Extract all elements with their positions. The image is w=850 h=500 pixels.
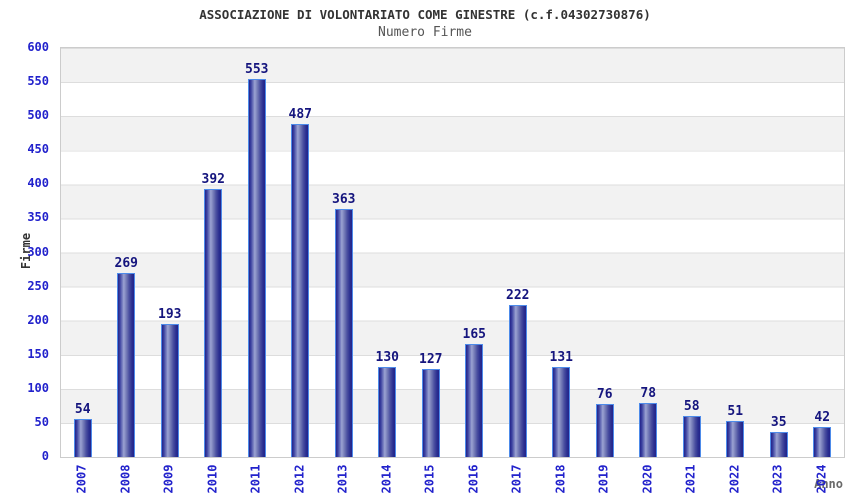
bar	[813, 427, 832, 457]
bar	[378, 367, 397, 457]
y-tick-label: 400	[27, 176, 49, 191]
bar-value-label: 54	[74, 402, 91, 418]
bar-value-label: 131	[549, 349, 573, 365]
bar-value-label: 51	[727, 404, 744, 420]
bar-value-label: 127	[419, 352, 443, 368]
bar	[726, 421, 745, 457]
bar	[508, 304, 527, 457]
bar	[117, 272, 136, 457]
chart-title: ASSOCIAZIONE DI VOLONTARIATO COME GINEST…	[199, 7, 651, 22]
y-tick-label: 250	[27, 278, 49, 293]
bar	[160, 324, 179, 457]
x-tick-label: 2015	[422, 464, 437, 494]
bar-value-label: 78	[640, 385, 657, 401]
x-tick-label: 2009	[161, 464, 176, 494]
x-tick-label: 2007	[74, 464, 89, 494]
bar	[552, 366, 571, 457]
bar-value-label: 269	[114, 255, 138, 271]
bar-value-label: 193	[158, 307, 182, 323]
bar-value-label: 165	[462, 326, 486, 342]
x-tick-label: 2018	[553, 464, 568, 494]
x-tick-label: 2014	[379, 464, 394, 494]
plot-area: 54 269 193 392 553 487 363 130 127 165 222 131 76 78 5…	[60, 47, 845, 458]
x-tick-label: 2021	[683, 464, 698, 494]
x-tick-label: 2016	[466, 464, 481, 494]
bar	[769, 432, 788, 457]
x-tick-label: 2019	[596, 464, 611, 494]
y-tick-label: 300	[27, 244, 49, 259]
x-tick-label: 2010	[205, 464, 220, 494]
y-tick-label: 50	[34, 414, 49, 429]
y-tick-label: 550	[27, 74, 49, 89]
bar-value-label: 553	[245, 62, 269, 78]
bar	[465, 343, 484, 457]
bar	[73, 419, 92, 457]
bar	[204, 188, 223, 457]
x-tick-label: 2008	[118, 464, 133, 494]
y-tick-label: 0	[41, 449, 49, 463]
y-tick-label: 350	[27, 210, 49, 225]
bar-value-label: 35	[770, 415, 787, 431]
x-tick-label: 2022	[727, 464, 742, 494]
chart-subtitle: Numero Firme	[378, 25, 472, 40]
bar-value-label: 130	[375, 350, 399, 366]
bar-value-label: 222	[506, 287, 530, 303]
y-tick-label: 450	[27, 142, 49, 157]
bar-value-label: 487	[288, 107, 312, 123]
bar-value-label: 58	[683, 399, 700, 415]
x-tick-label: 2011	[248, 464, 263, 494]
bar-value-label: 363	[332, 191, 356, 207]
x-tick-label: 2017	[509, 464, 524, 494]
y-tick-label: 150	[27, 346, 49, 361]
bar-value-label: 76	[596, 387, 613, 403]
bar	[334, 208, 353, 457]
y-tick-label: 100	[27, 380, 49, 395]
bar	[595, 404, 614, 457]
x-tick-label: 2024	[814, 464, 829, 494]
y-tick-label: 600	[27, 40, 49, 54]
bar-value-label: 392	[201, 171, 225, 187]
y-tick-label: 500	[27, 108, 49, 123]
x-tick-label: 2013	[335, 464, 350, 494]
bar	[682, 416, 701, 457]
x-tick-label: 2020	[640, 464, 655, 494]
x-tick-label: 2012	[292, 464, 307, 494]
x-axis-label: Anno	[814, 477, 843, 491]
bar-value-label: 42	[814, 410, 831, 426]
bar	[291, 124, 310, 457]
y-tick-label: 200	[27, 312, 49, 327]
bar	[421, 369, 440, 457]
x-tick-label: 2023	[770, 464, 785, 494]
bar	[639, 402, 658, 457]
bar	[247, 79, 266, 457]
